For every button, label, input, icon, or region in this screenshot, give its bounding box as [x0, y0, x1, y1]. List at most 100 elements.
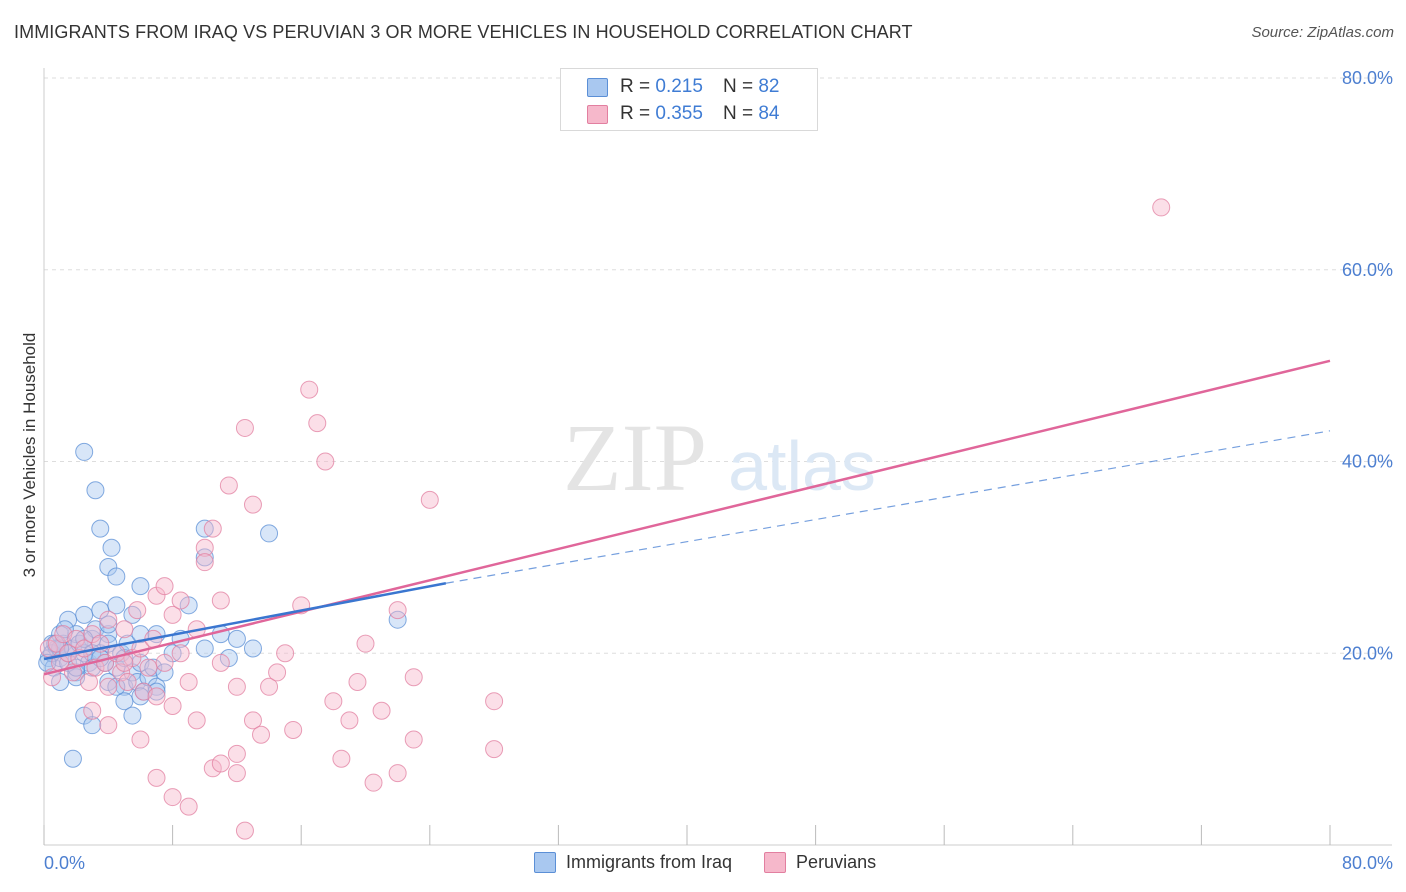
data-point-peru	[139, 658, 158, 677]
data-point-iraq	[260, 524, 279, 543]
data-point-iraq	[128, 673, 147, 692]
data-point-peru	[227, 677, 246, 696]
data-point-peru	[340, 711, 359, 730]
data-point-peru	[112, 663, 131, 682]
data-point-peru	[1152, 198, 1171, 217]
y-tick-label: 20.0%	[1342, 643, 1393, 663]
data-point-peru	[118, 673, 137, 692]
data-point-peru	[316, 452, 335, 471]
y-tick-label: 80.0%	[1342, 68, 1393, 88]
legend-n-value: 82	[758, 76, 780, 97]
data-point-peru	[356, 634, 375, 653]
data-point-peru	[171, 591, 190, 610]
data-point-peru	[300, 380, 319, 399]
data-point-iraq	[147, 682, 166, 701]
trend-lines	[43, 359, 1331, 676]
y-tick-label: 60.0%	[1342, 260, 1393, 280]
data-point-iraq	[243, 639, 262, 658]
watermark-atlas: atlas	[728, 427, 876, 505]
legend-r-label: R =	[620, 76, 651, 97]
data-point-peru	[308, 414, 327, 433]
iraq-trend-line	[43, 582, 447, 661]
data-point-peru	[485, 692, 504, 711]
data-point-peru	[332, 749, 351, 768]
data-point-peru	[243, 495, 262, 514]
data-point-peru	[372, 701, 391, 720]
data-point-iraq	[102, 538, 121, 557]
data-point-iraq	[388, 610, 407, 629]
legend-n-label: N =	[722, 76, 754, 97]
data-point-iraq	[83, 716, 102, 735]
legend-r-value: 0.215	[655, 76, 703, 97]
source-label: Source: ZipAtlas.com	[1251, 24, 1394, 41]
peru-legend-swatch	[764, 852, 787, 873]
data-point-peru	[155, 653, 174, 672]
data-point-iraq	[107, 596, 126, 615]
tick-labels: 20.0% 40.0% 60.0% 80.0% 0.0% 80.0%	[44, 68, 1393, 873]
data-point-peru	[227, 764, 246, 783]
chart-title: IMMIGRANTS FROM IRAQ VS PERUVIAN 3 OR MO…	[14, 22, 913, 42]
data-point-peru	[364, 773, 383, 792]
legend-row-peru: R = 0.355 N = 84	[587, 102, 779, 126]
data-point-iraq	[144, 658, 163, 677]
data-point-peru	[163, 788, 182, 807]
data-point-peru	[83, 701, 102, 720]
data-point-peru	[348, 673, 367, 692]
y-tick-label: 40.0%	[1342, 452, 1393, 472]
data-point-peru	[187, 711, 206, 730]
data-point-peru	[163, 696, 182, 715]
data-point-peru	[268, 663, 287, 682]
data-point-peru	[128, 601, 147, 620]
data-point-iraq	[227, 629, 246, 648]
data-point-iraq	[86, 481, 105, 500]
iraq-swatch	[587, 77, 608, 97]
data-point-peru	[235, 821, 254, 840]
data-point-peru	[171, 644, 190, 663]
data-point-peru	[203, 519, 222, 538]
peru-trend-line	[43, 359, 1331, 676]
data-point-peru	[179, 797, 198, 816]
data-point-peru	[485, 740, 504, 759]
data-point-peru	[252, 725, 271, 744]
data-point-iraq	[75, 605, 94, 624]
legend-r-label: R =	[620, 103, 651, 124]
data-point-iraq	[131, 577, 150, 596]
peru-swatch	[587, 104, 608, 124]
data-point-peru	[163, 605, 182, 624]
series-peru-points	[39, 198, 1171, 840]
iraq-trend-extrapolated	[445, 430, 1331, 584]
data-point-peru	[388, 601, 407, 620]
x-tick-label: 80.0%	[1342, 853, 1393, 873]
legend-iraq-label: Immigrants from Iraq	[566, 852, 733, 872]
data-point-peru	[99, 677, 118, 696]
data-point-iraq	[123, 605, 142, 624]
data-point-iraq	[195, 639, 214, 658]
x-tick-label: 0.0%	[44, 853, 85, 873]
series-legend: Immigrants from Iraq Peruvians	[534, 852, 876, 873]
data-point-peru	[243, 711, 262, 730]
data-point-iraq	[123, 706, 142, 725]
data-point-peru	[404, 668, 423, 687]
data-point-peru	[99, 716, 118, 735]
data-point-peru	[115, 620, 134, 639]
data-point-peru	[211, 591, 230, 610]
legend-peru-label: Peruvians	[796, 852, 877, 872]
watermark: ZIP atlas	[563, 404, 876, 511]
data-point-peru	[211, 653, 230, 672]
data-point-peru	[260, 677, 279, 696]
data-point-peru	[99, 610, 118, 629]
data-point-peru	[227, 744, 246, 763]
data-point-peru	[219, 476, 238, 495]
legend-row-iraq: R = 0.215 N = 82	[587, 75, 779, 99]
data-point-peru	[131, 730, 150, 749]
legend-r-value: 0.355	[655, 103, 703, 124]
data-point-peru	[235, 418, 254, 437]
iraq-legend-swatch	[534, 852, 556, 873]
axes	[43, 68, 1392, 846]
data-point-peru	[147, 687, 166, 706]
data-point-peru	[179, 673, 198, 692]
data-point-iraq	[107, 567, 126, 586]
data-point-iraq	[75, 442, 94, 461]
gridlines	[44, 77, 1392, 654]
data-point-peru	[324, 692, 343, 711]
